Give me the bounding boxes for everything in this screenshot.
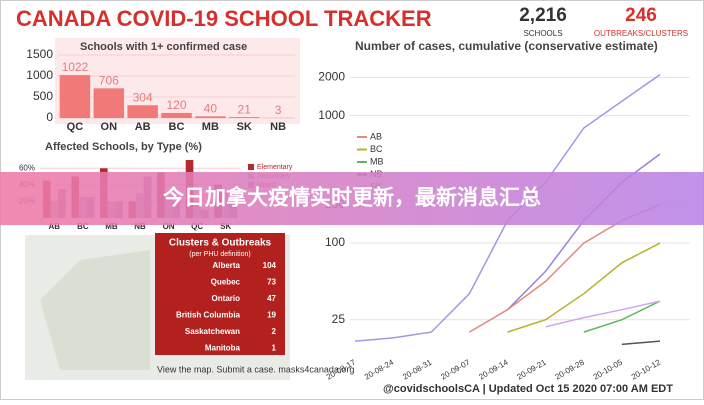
- value-label: 21: [238, 102, 252, 116]
- y-tick-label: 1000: [318, 108, 345, 122]
- chart-title: Schools with 1+ confirmed case: [80, 41, 247, 53]
- value-label: 40: [204, 101, 218, 115]
- legend-swatch: [248, 164, 254, 170]
- value-label: 304: [133, 90, 153, 104]
- x-tick-label: MB: [202, 121, 219, 133]
- region-name: Quebec: [211, 278, 241, 287]
- region-count: 1: [272, 344, 277, 353]
- region-count: 73: [267, 278, 276, 287]
- y-tick-label: 2000: [318, 70, 345, 84]
- x-tick-label: SK: [237, 121, 252, 133]
- region-name: Saskatchewan: [185, 327, 240, 336]
- x-tick-label: QC: [67, 121, 84, 133]
- bar: [229, 117, 259, 118]
- bar: [94, 88, 124, 118]
- stat-value: 246: [625, 5, 657, 26]
- bar: [195, 116, 225, 118]
- legend-label: AB: [370, 131, 382, 141]
- bar: [60, 75, 90, 118]
- footer: @covidschoolsCA | Updated Oct 15 2020 07…: [383, 383, 673, 395]
- stat-label: OUTBREAKS/CLUSTERS: [594, 29, 688, 38]
- page-title: CANADA COVID-19 SCHOOL TRACKER: [16, 6, 432, 31]
- y-tick-label: 0: [46, 110, 53, 124]
- legend-label: BC: [370, 144, 383, 154]
- value-label: 3: [275, 103, 282, 117]
- legend-label: MB: [370, 156, 384, 166]
- region-name: Manitoba: [205, 344, 241, 353]
- bar: [161, 113, 191, 118]
- x-tick-label: ON: [101, 121, 118, 133]
- y-tick-label: 1500: [26, 47, 53, 61]
- y-tick-label: 500: [33, 89, 53, 103]
- x-tick-label: AB: [135, 121, 151, 133]
- value-label: 1022: [62, 60, 89, 74]
- bar: [127, 105, 157, 118]
- region-name: Alberta: [212, 261, 240, 270]
- region-name: Ontario: [212, 294, 241, 303]
- value-label: 120: [166, 98, 186, 112]
- chart-title: Affected Schools, by Type (%): [45, 141, 202, 153]
- region-count: 2: [272, 327, 277, 336]
- panel-subtitle: (per PHU definition): [189, 251, 250, 258]
- panel-title: Clusters & Outbreaks: [169, 238, 272, 249]
- stat-value: 2,216: [519, 5, 567, 26]
- legend-label: Elementary: [257, 164, 293, 171]
- region-count: 104: [263, 261, 277, 270]
- x-tick-label: NB: [270, 121, 286, 133]
- stat-label: SCHOOLS: [523, 29, 562, 38]
- x-tick-label: BC: [169, 121, 185, 133]
- y-tick-label: 1000: [26, 68, 53, 82]
- region-count: 19: [267, 311, 276, 320]
- y-tick-label: 100: [325, 235, 345, 249]
- region-name: British Columbia: [176, 311, 241, 320]
- y-tick-label: 25: [332, 312, 346, 326]
- y-tick-label: 60%: [19, 163, 35, 172]
- region-count: 47: [267, 294, 276, 303]
- value-label: 706: [99, 74, 119, 88]
- chart-title: Number of cases, cumulative (conservativ…: [355, 39, 658, 53]
- banner-text: 今日加拿大疫情实时更新，最新消息汇总: [163, 186, 541, 210]
